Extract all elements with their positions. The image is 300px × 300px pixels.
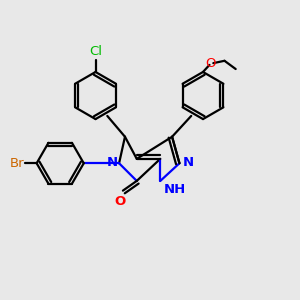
Text: Cl: Cl — [89, 45, 102, 58]
Text: N: N — [106, 156, 118, 169]
Text: N: N — [182, 156, 194, 169]
Text: Br: Br — [9, 157, 24, 170]
Text: O: O — [114, 195, 125, 208]
Text: NH: NH — [164, 183, 186, 196]
Text: O: O — [205, 57, 216, 70]
